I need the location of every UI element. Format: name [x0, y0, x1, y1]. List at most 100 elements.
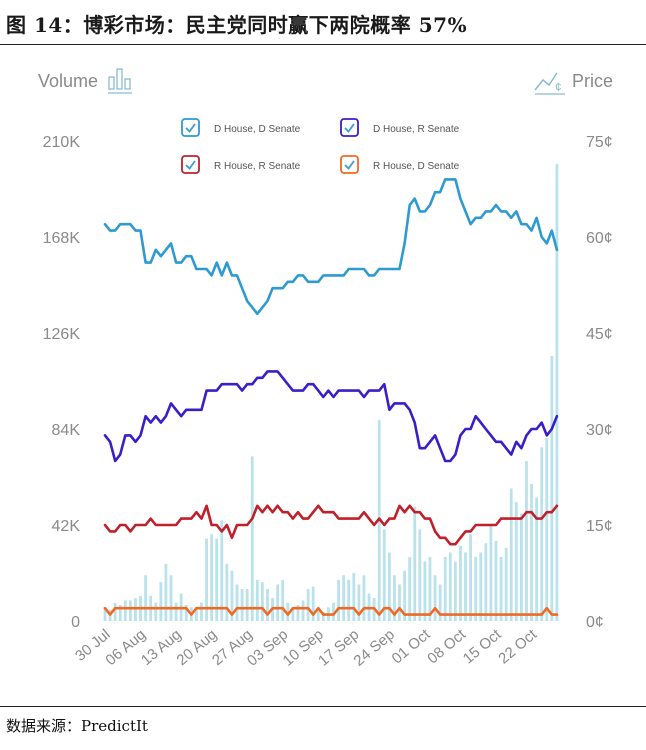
- x-tick-label: 24 Sep: [351, 626, 398, 670]
- volume-bar: [134, 598, 137, 621]
- right-tick-label: 0¢: [586, 614, 604, 631]
- volume-bar: [113, 602, 117, 621]
- volume-bar: [438, 584, 442, 621]
- volume-bar: [128, 600, 132, 621]
- x-tick-label: 01 Oct: [389, 626, 434, 668]
- volume-bar: [159, 582, 163, 621]
- x-tick-label: 15 Oct: [460, 626, 505, 668]
- volume-bar: [494, 541, 498, 621]
- volume-bar: [540, 447, 544, 621]
- volume-bar: [545, 438, 549, 621]
- volume-bar: [382, 529, 386, 621]
- volume-bar: [504, 547, 508, 621]
- volume-bar: [459, 545, 462, 621]
- volume-bar: [266, 589, 269, 621]
- volume-bar: [337, 579, 340, 621]
- legend: D House, D Senate D House, R Senate R Hous…: [181, 118, 460, 174]
- legend-checkmark-icon: [185, 123, 196, 133]
- volume-bar: [306, 589, 310, 621]
- volume-bar: [169, 575, 173, 621]
- legend-swatch: [340, 155, 359, 174]
- x-tick-label: 13 Aug: [138, 626, 185, 669]
- price-axis-label: Price: [572, 71, 613, 91]
- volume-bar: [250, 456, 254, 621]
- volume-bar: [195, 609, 198, 621]
- volume-bar: [464, 552, 467, 621]
- volume-bar: [403, 570, 406, 621]
- volume-bar: [261, 582, 264, 621]
- volume-bar: [311, 586, 315, 621]
- left-tick-label: 168K: [43, 230, 81, 247]
- volume-bar: [550, 355, 554, 621]
- volume-bar: [393, 575, 396, 621]
- volume-bar: [215, 538, 219, 621]
- volume-bar: [535, 497, 539, 621]
- left-tick-label: 210K: [43, 134, 81, 151]
- volume-bar: [118, 605, 122, 621]
- right-tick-label: 75¢: [586, 134, 613, 151]
- price-icon: ¢: [534, 72, 565, 95]
- volume-bar: [509, 488, 513, 621]
- right-tick-label: 60¢: [586, 230, 613, 247]
- left-tick-label: 0: [71, 614, 80, 631]
- volume-bar: [220, 520, 224, 621]
- volume-bar: [499, 557, 503, 621]
- volume-icon: [108, 68, 132, 94]
- volume-bar: [154, 602, 158, 621]
- volume-bar: [347, 579, 351, 621]
- volume-bar: [413, 506, 417, 621]
- volume-bar: [530, 483, 533, 621]
- x-tick-label: 08 Oct: [424, 626, 469, 668]
- right-tick-label: 45¢: [586, 326, 613, 343]
- volume-bar: [418, 529, 422, 621]
- volume-bar: [342, 575, 346, 621]
- volume-bar: [443, 557, 447, 621]
- volume-bar: [296, 605, 300, 621]
- volume-bar: [200, 602, 203, 621]
- source-rule: [0, 706, 646, 707]
- title-rule: [0, 44, 646, 45]
- volume-bar: [240, 589, 244, 621]
- right-tick-label: 30¢: [586, 422, 613, 439]
- source-note: 数据来源：PredictIt: [6, 717, 148, 735]
- x-tick-label: 06 Aug: [102, 626, 149, 669]
- legend-checkmark-icon: [344, 123, 355, 133]
- legend-swatch: [181, 118, 200, 137]
- left-tick-label: 84K: [52, 422, 81, 439]
- chart-header: Volume ¢ Price: [38, 68, 613, 95]
- volume-bar: [225, 563, 229, 621]
- left-tick-label: 42K: [52, 518, 81, 535]
- volume-bar: [357, 584, 361, 621]
- legend-checkmark-icon: [344, 160, 355, 170]
- legend-label: D House, D Senate: [214, 124, 301, 135]
- svg-text:¢: ¢: [555, 80, 562, 94]
- volume-bar: [230, 570, 234, 621]
- legend-label: D House, R Senate: [373, 124, 460, 135]
- volume-bar: [245, 589, 249, 621]
- volume-bar: [255, 579, 259, 621]
- volume-bar: [332, 602, 335, 621]
- volume-bar: [103, 607, 107, 621]
- volume-bar: [408, 557, 412, 621]
- volume-bar: [174, 602, 178, 621]
- volume-bar: [555, 163, 559, 621]
- left-tick-label: 126K: [43, 326, 81, 343]
- volume-bar: [433, 575, 437, 621]
- x-tick-label: 22 Oct: [495, 626, 540, 668]
- x-tick-label: 20 Aug: [173, 626, 220, 669]
- volume-bar: [519, 513, 523, 621]
- volume-bar: [474, 557, 478, 621]
- volume-bar: [362, 575, 366, 621]
- figure-title: 图 14：博彩市场：民主党同时赢下两院概率 57%: [6, 13, 468, 37]
- volume-bar: [489, 525, 493, 621]
- series-line: [103, 178, 559, 316]
- volume-bar: [398, 584, 401, 621]
- legend-swatch: [181, 155, 200, 174]
- series-line: [103, 606, 559, 616]
- legend-label: R House, R Senate: [214, 161, 301, 172]
- volume-bar: [144, 575, 148, 621]
- volume-bar: [469, 534, 472, 621]
- volume-bar: [321, 611, 325, 621]
- volume-bar: [235, 584, 239, 621]
- legend-checkmark-icon: [185, 160, 196, 170]
